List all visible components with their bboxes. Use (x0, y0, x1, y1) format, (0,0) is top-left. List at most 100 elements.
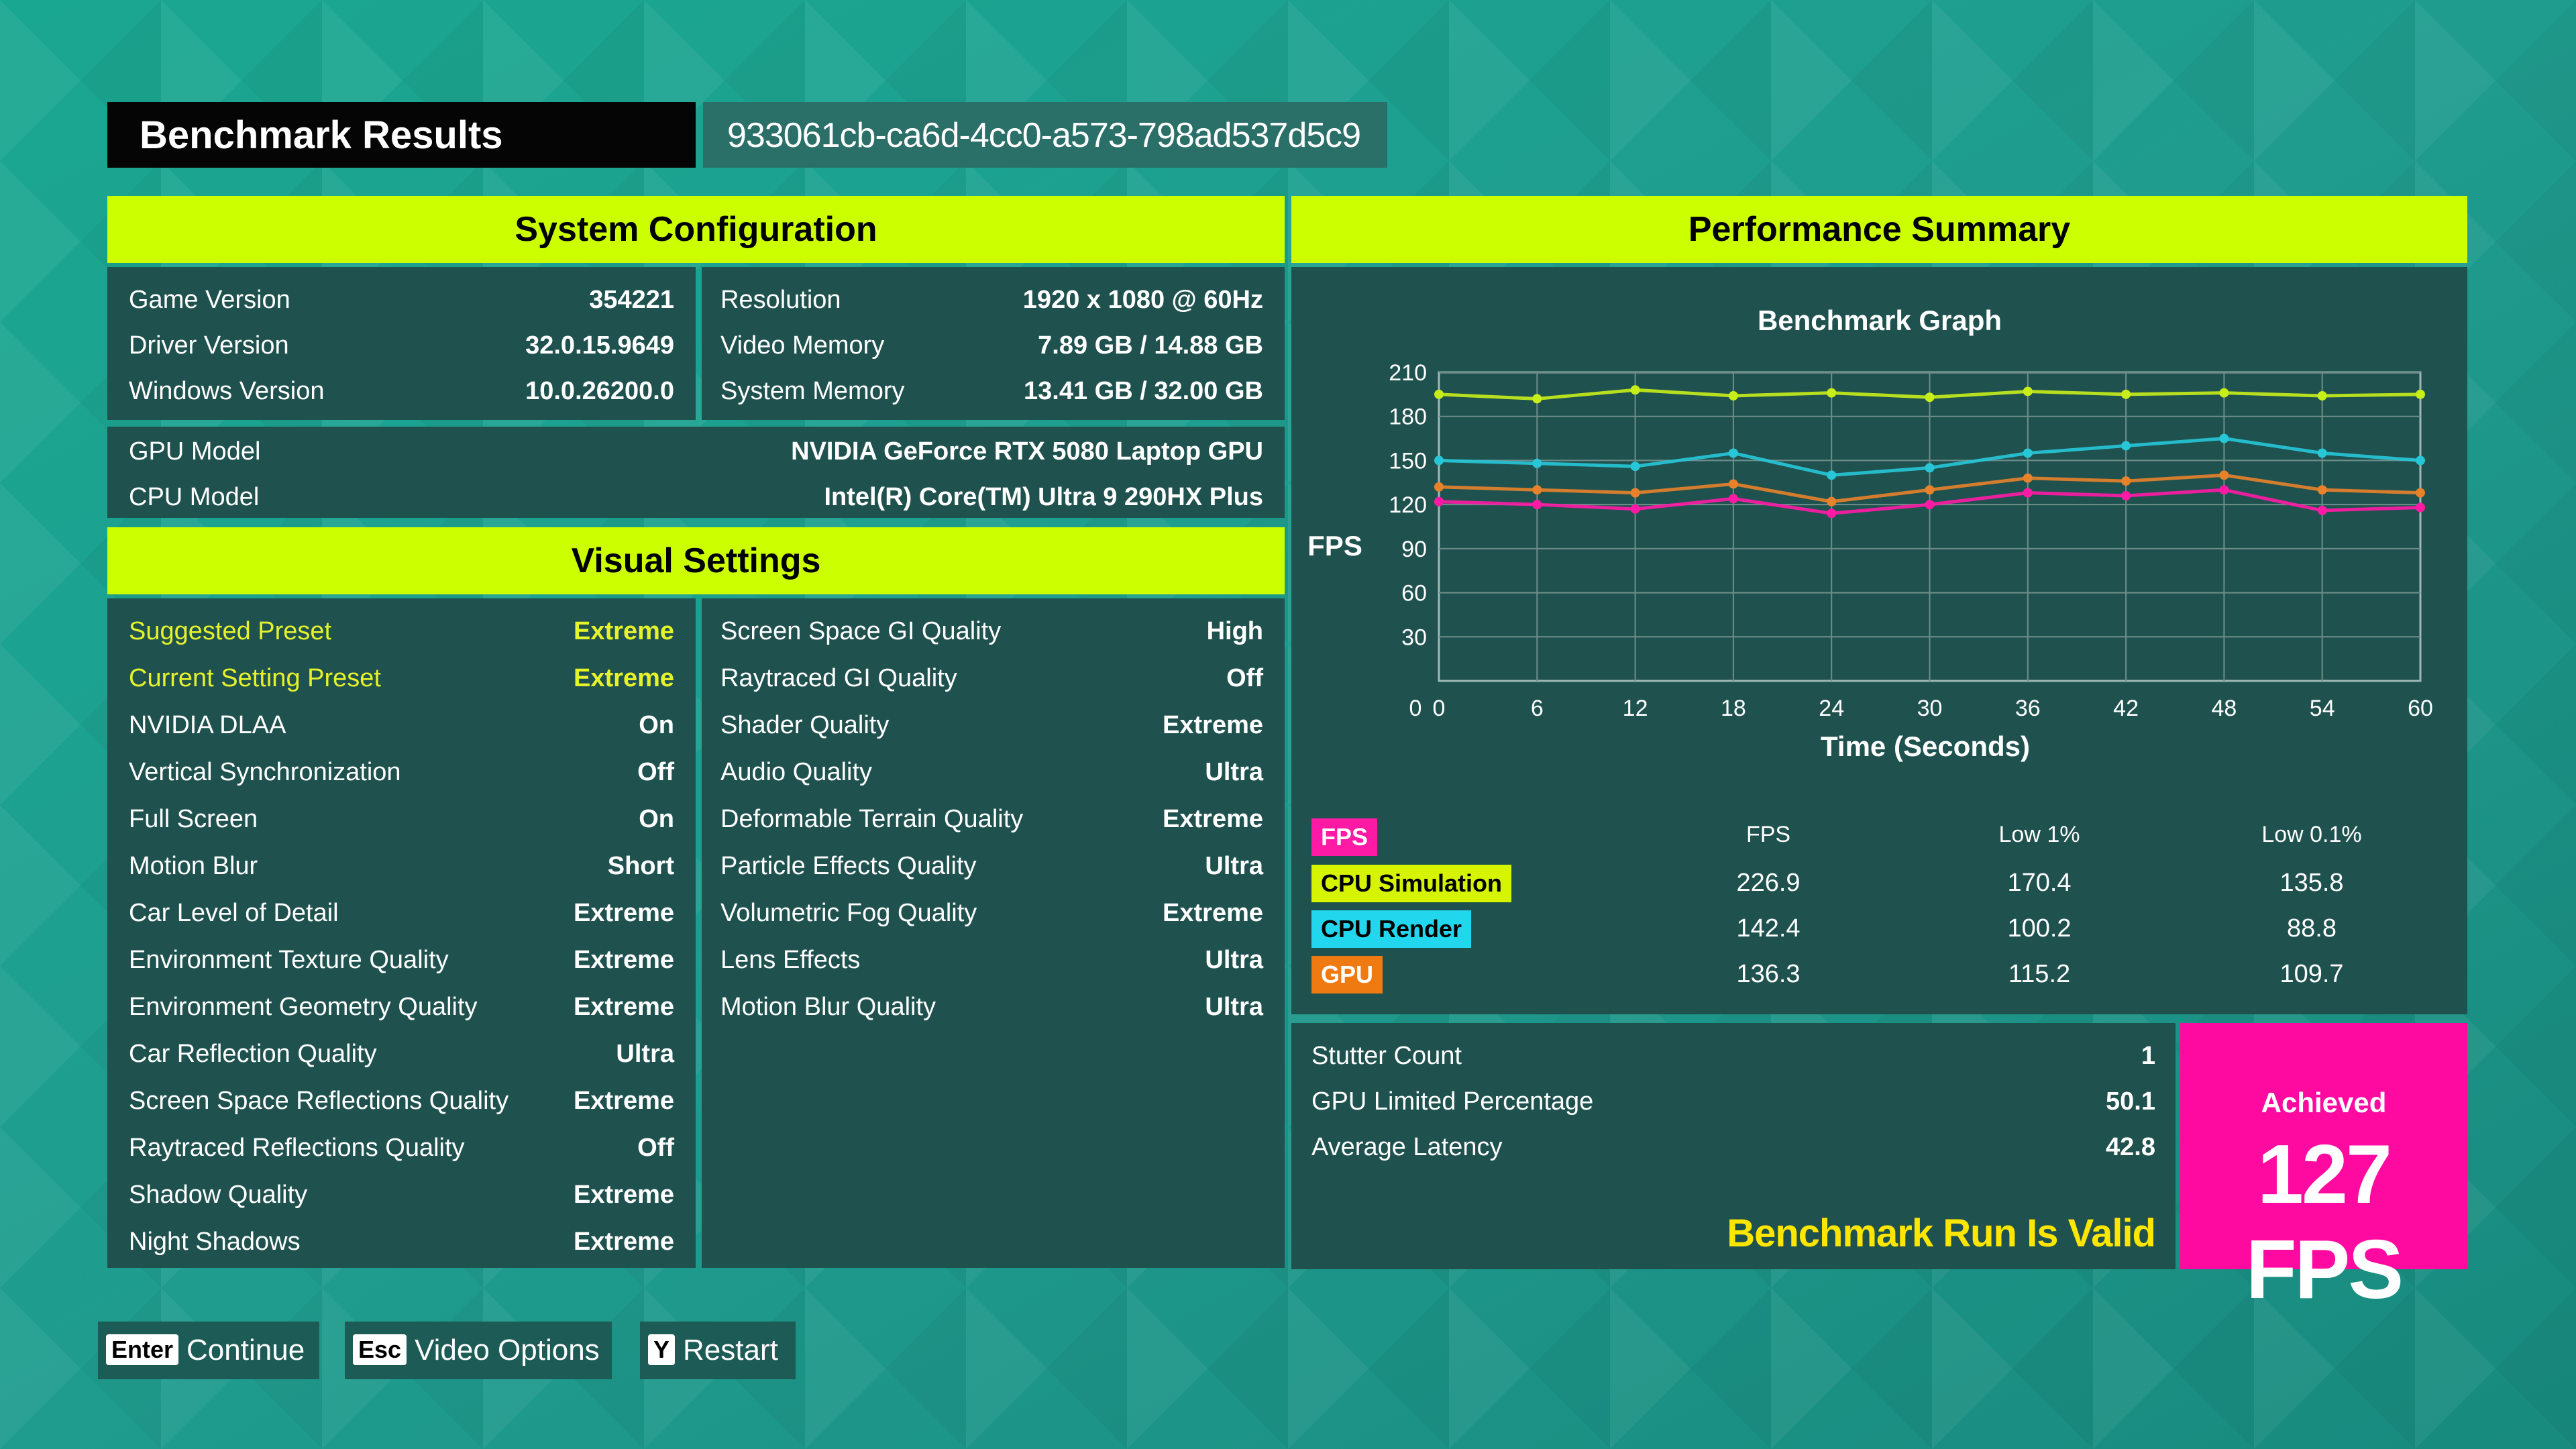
achieved-fps-value: 127 FPS (2245, 1128, 2404, 1316)
chart-x-label: Time (Seconds) (1821, 731, 2030, 762)
performance-summary-header: Performance Summary (1291, 196, 2467, 263)
data-point (1827, 496, 1837, 506)
stat-label: GPU Limited Percentage (1311, 1087, 1594, 1116)
video-options-button[interactable]: Esc Video Options (345, 1322, 612, 1379)
table-cell: 88.8 (2287, 914, 2337, 943)
setting-value: Off (637, 1134, 674, 1162)
page-title-box: Benchmark Results (107, 102, 696, 168)
y-tick-label: 180 (1389, 405, 1427, 430)
setting-value: Ultra (1205, 946, 1263, 974)
restart-button[interactable]: Y Restart (640, 1322, 796, 1379)
x-tick-label: 60 (2408, 696, 2433, 721)
setting-value: Ultra (1205, 852, 1263, 880)
data-point (2416, 389, 2425, 399)
y-tick-label: 30 (1401, 625, 1427, 650)
setting-value: Extreme (574, 946, 674, 974)
stat-label: Stutter Count (1311, 1042, 1462, 1070)
setting-value: Extreme (574, 1087, 674, 1115)
data-point (1925, 485, 1935, 495)
stat-label: Average Latency (1311, 1133, 1503, 1161)
setting-value: Extreme (574, 899, 674, 927)
setting-label: Screen Space Reflections Quality (129, 1087, 509, 1115)
table-cell: 170.4 (2007, 869, 2072, 897)
setting-value: Intel(R) Core(TM) Ultra 9 290HX Plus (824, 483, 1263, 511)
setting-value: 354221 (589, 286, 674, 314)
setting-value: Ultra (1205, 993, 1263, 1021)
table-header-fps: FPS (1746, 822, 1791, 847)
sysconfig-left-panel: Game Version 354221 Driver Version 32.0.… (107, 267, 696, 420)
setting-label: Environment Geometry Quality (129, 993, 478, 1021)
setting-label: Deformable Terrain Quality (720, 805, 1024, 833)
visual-settings-left-panel: Suggested Preset Extreme Current Setting… (107, 598, 696, 1268)
data-point (1827, 470, 1837, 480)
y-tick-label: 150 (1389, 448, 1427, 474)
cpu-simulation-tag: CPU Simulation (1311, 865, 1512, 902)
system-configuration-header: System Configuration (107, 196, 1285, 263)
enter-key-icon: Enter (106, 1334, 179, 1366)
data-point (2121, 441, 2131, 451)
data-point (2121, 389, 2131, 399)
sysconfig-full-panel: GPU Model NVIDIA GeForce RTX 5080 Laptop… (107, 427, 1285, 518)
setting-label: CPU Model (129, 483, 260, 511)
x-tick-label: 18 (1721, 696, 1746, 721)
gpu-tag: GPU (1311, 956, 1383, 994)
table-cell: 100.2 (2007, 914, 2072, 943)
table-cell: 135.8 (2279, 869, 2344, 897)
stat-value: 50.1 (2106, 1087, 2155, 1116)
setting-label: Lens Effects (720, 946, 861, 974)
visual-settings-right-panel: Screen Space GI Quality High Raytraced G… (702, 598, 1285, 1268)
setting-label: Particle Effects Quality (720, 852, 977, 880)
setting-value: 1920 x 1080 @ 60Hz (1022, 286, 1263, 314)
data-point (1827, 508, 1837, 519)
data-point (1630, 462, 1640, 472)
data-point (2023, 448, 2033, 458)
continue-label: Continue (186, 1334, 305, 1366)
data-point (2317, 391, 2327, 401)
data-point (1925, 392, 1935, 402)
y-tick-label: 210 (1389, 360, 1427, 386)
setting-label: GPU Model (129, 437, 261, 466)
run-id-box: 933061cb-ca6d-4cc0-a573-798ad537d5c9 (703, 102, 1387, 168)
y-tick-label: 60 (1401, 581, 1427, 606)
setting-label: Audio Quality (720, 758, 873, 786)
y-tick-label: 90 (1401, 537, 1427, 562)
visual-settings-header: Visual Settings (107, 527, 1285, 594)
x-tick-label: 30 (1917, 696, 1943, 721)
x-tick-label: 12 (1623, 696, 1648, 721)
setting-label: Full Screen (129, 805, 258, 833)
setting-value: Off (1226, 664, 1263, 692)
setting-value: Extreme (1163, 711, 1263, 739)
data-point (2317, 448, 2327, 458)
setting-value: Extreme (1163, 899, 1263, 927)
setting-label: Motion Blur Quality (720, 993, 936, 1021)
setting-value: Extreme (574, 993, 674, 1021)
data-point (1434, 482, 1444, 492)
sysconfig-right-panel: Resolution 1920 x 1080 @ 60Hz Video Memo… (702, 267, 1285, 420)
continue-button[interactable]: Enter Continue (98, 1322, 319, 1379)
data-point (1434, 496, 1444, 506)
setting-label: Raytraced Reflections Quality (129, 1134, 465, 1162)
achieved-fps-box: Achieved 127 FPS (2180, 1023, 2467, 1316)
data-point (1434, 389, 1444, 399)
setting-label: Volumetric Fog Quality (720, 899, 977, 927)
y-key-icon: Y (648, 1334, 676, 1366)
setting-value: Short (607, 852, 674, 880)
table-cell: 142.4 (1736, 914, 1801, 943)
data-point (2219, 388, 2229, 398)
setting-label: Raytraced GI Quality (720, 664, 957, 692)
setting-label: Motion Blur (129, 852, 258, 880)
y-tick-label: 120 (1389, 492, 1427, 518)
data-point (2023, 488, 2033, 498)
data-point (1827, 388, 1837, 398)
data-point (2219, 433, 2229, 443)
setting-value: Off (637, 758, 674, 786)
setting-value: 13.41 GB / 32.00 GB (1024, 377, 1263, 405)
table-cell: 136.3 (1736, 960, 1801, 988)
x-tick-label: 6 (1531, 696, 1544, 721)
x-tick-label: 0 (1433, 696, 1446, 721)
setting-value: 10.0.26200.0 (525, 377, 674, 405)
data-point (2121, 476, 2131, 486)
x-tick-label: 24 (1819, 696, 1844, 721)
data-point (1532, 394, 1542, 404)
table-cell: 115.2 (2008, 960, 2071, 988)
